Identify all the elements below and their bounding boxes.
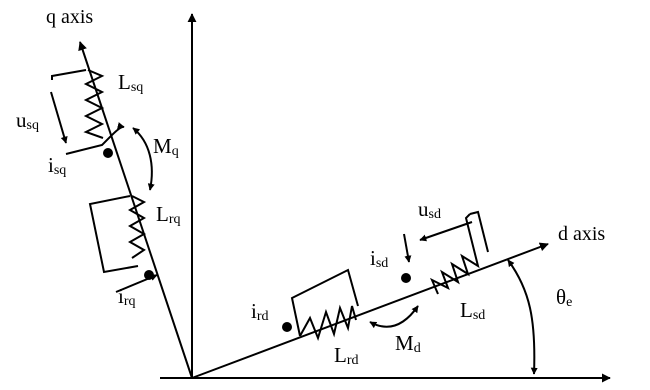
- label-L-sq: Lsq: [118, 70, 143, 95]
- label-u-sd: usd: [418, 197, 441, 222]
- usd-arrow: [419, 221, 473, 242]
- q-axis-line: [78, 41, 193, 379]
- label-i-sd: isd: [370, 246, 388, 271]
- label-i-sq: isq: [48, 153, 66, 178]
- isq-arrow: [65, 122, 125, 155]
- label-u-sq: usq: [16, 108, 39, 133]
- label-i-rq: irq: [118, 284, 136, 309]
- polarity-dot-sq: [103, 148, 113, 158]
- mq-arrow: [132, 127, 155, 191]
- q-axis-label: q axis: [46, 6, 93, 28]
- label-L-rq: Lrq: [156, 202, 181, 227]
- usq-arrow: [50, 91, 68, 144]
- label-theta-e: θe: [556, 285, 572, 310]
- polarity-dot-sd: [401, 273, 411, 283]
- theta-e-arc: [507, 259, 538, 375]
- rotor-q-winding: [88, 195, 147, 274]
- rotor-d-winding: [290, 268, 359, 342]
- md-arrow: [369, 305, 419, 329]
- stator-d-winding: [430, 210, 489, 295]
- label-M-d: Md: [395, 331, 421, 356]
- isd-arrow: [403, 233, 412, 263]
- label-i-rd: ird: [251, 299, 269, 324]
- label-L-sd: Lsd: [460, 298, 485, 323]
- d-axis-label: d axis: [558, 223, 605, 245]
- polarity-dot-rd: [282, 322, 292, 332]
- polarity-dot-rq: [144, 270, 154, 280]
- label-L-rd: Lrd: [334, 343, 359, 368]
- stator-q-winding: [51, 69, 105, 139]
- label-M-q: Mq: [153, 134, 179, 159]
